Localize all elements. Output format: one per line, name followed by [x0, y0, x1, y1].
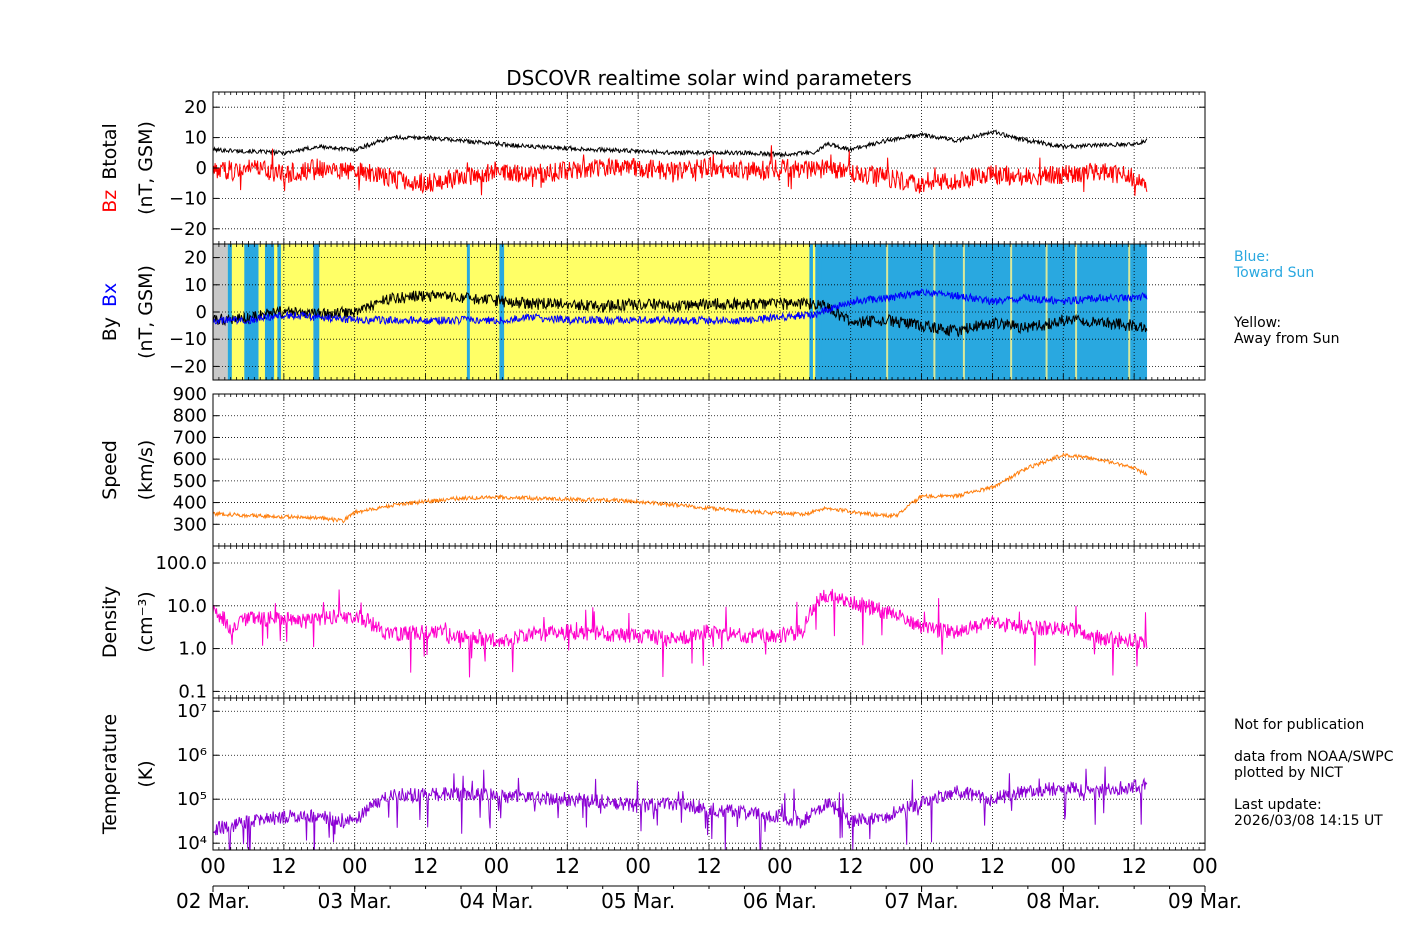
sector-stripe: [809, 244, 813, 380]
x-hour-label: 12: [980, 854, 1005, 878]
y-tick-label: 0: [196, 158, 207, 179]
y-tick-label: 0.1: [178, 681, 207, 702]
series-density-line: [213, 588, 1148, 678]
y-tick-label: 1.0: [178, 639, 207, 660]
x-hour-label: 12: [1121, 854, 1146, 878]
x-day-label: 02 Mar.: [176, 889, 250, 913]
y-axis-label: Density: [99, 586, 121, 658]
x-hour-label: 00: [484, 854, 509, 878]
sector-band-0: [213, 244, 228, 380]
x-hour-label: 00: [342, 854, 367, 878]
y-tick-label: 500: [173, 471, 207, 492]
y-tick-label: 900: [173, 384, 207, 405]
y-tick-label: 800: [173, 406, 207, 427]
x-day-label: 04 Mar.: [459, 889, 533, 913]
sector-stripe: [1045, 244, 1048, 380]
y-axis-units: (nT, GSM): [135, 121, 157, 215]
chart-title: DSCOVR realtime solar wind parameters: [506, 66, 912, 90]
x-hour-label: 00: [200, 854, 225, 878]
y-axis-label: BzBtotal: [99, 123, 121, 213]
y-tick-label: 20: [184, 97, 207, 118]
series-btotal-line: [213, 129, 1148, 159]
x-hour-label: 00: [767, 854, 792, 878]
x-day-label: 06 Mar.: [743, 889, 817, 913]
y-axis-units: (nT, GSM): [135, 265, 157, 359]
series-by-line: [213, 290, 1148, 337]
x-day-label: 08 Mar.: [1026, 889, 1100, 913]
y-axis-units: (km/s): [135, 440, 157, 501]
y-tick-label: 20: [184, 248, 207, 269]
y-tick-label: −10: [169, 329, 207, 350]
y-tick-label: 10⁷: [177, 701, 207, 722]
y-tick-label: 10⁵: [177, 789, 207, 810]
x-hour-label: 00: [1051, 854, 1076, 878]
sector-stripe: [248, 244, 255, 380]
y-tick-label: 10: [184, 128, 207, 149]
series-bz-line: [213, 145, 1148, 196]
x-hour-label: 00: [909, 854, 934, 878]
x-day-label: 07 Mar.: [885, 889, 959, 913]
y-axis-label: ByBx: [99, 283, 121, 342]
x-hour-label: 00: [625, 854, 650, 878]
x-hour-label: 12: [413, 854, 438, 878]
sector-stripe: [227, 244, 232, 380]
y-tick-label: 400: [173, 493, 207, 514]
sector-stripe: [1075, 244, 1078, 380]
y-tick-label: 10.0: [167, 596, 207, 617]
y-tick-label: −20: [169, 356, 207, 377]
x-day-label: 09 Mar.: [1168, 889, 1242, 913]
y-tick-label: 600: [173, 449, 207, 470]
publication-note: Not for publication data from NOAA/SWPC …: [1234, 717, 1394, 829]
y-tick-label: 10⁴: [177, 833, 207, 854]
y-tick-label: −10: [169, 188, 207, 209]
y-axis-label: Temperature: [99, 714, 121, 835]
y-axis-units: (K): [135, 760, 157, 787]
toward-sun-label: Blue: Toward Sun: [1234, 249, 1315, 281]
away-from-sun-label: Yellow: Away from Sun: [1234, 315, 1340, 347]
x-hour-label: 12: [555, 854, 580, 878]
y-tick-label: 10: [184, 275, 207, 296]
x-hour-label: 12: [696, 854, 721, 878]
sector-stripe: [933, 244, 936, 380]
series-speed-line: [213, 451, 1148, 524]
sector-stripe: [313, 244, 320, 380]
y-tick-label: 10⁶: [177, 745, 207, 766]
x-hour-label: 12: [271, 854, 296, 878]
y-tick-label: 300: [173, 514, 207, 535]
series-temperature-line: [213, 766, 1148, 850]
series-bx-line: [213, 288, 1148, 326]
x-hour-label: 00: [1192, 854, 1217, 878]
y-tick-label: −20: [169, 219, 207, 240]
x-day-label: 05 Mar.: [601, 889, 675, 913]
x-hour-label: 12: [838, 854, 863, 878]
sector-stripe: [1128, 244, 1131, 380]
y-tick-label: 100.0: [155, 553, 207, 574]
sector-stripe: [886, 244, 889, 380]
y-axis-label: Speed: [99, 440, 121, 500]
y-tick-label: 0: [196, 302, 207, 323]
x-day-label: 03 Mar.: [318, 889, 392, 913]
y-axis-units: (cm⁻³): [135, 591, 157, 652]
y-tick-label: 700: [173, 427, 207, 448]
